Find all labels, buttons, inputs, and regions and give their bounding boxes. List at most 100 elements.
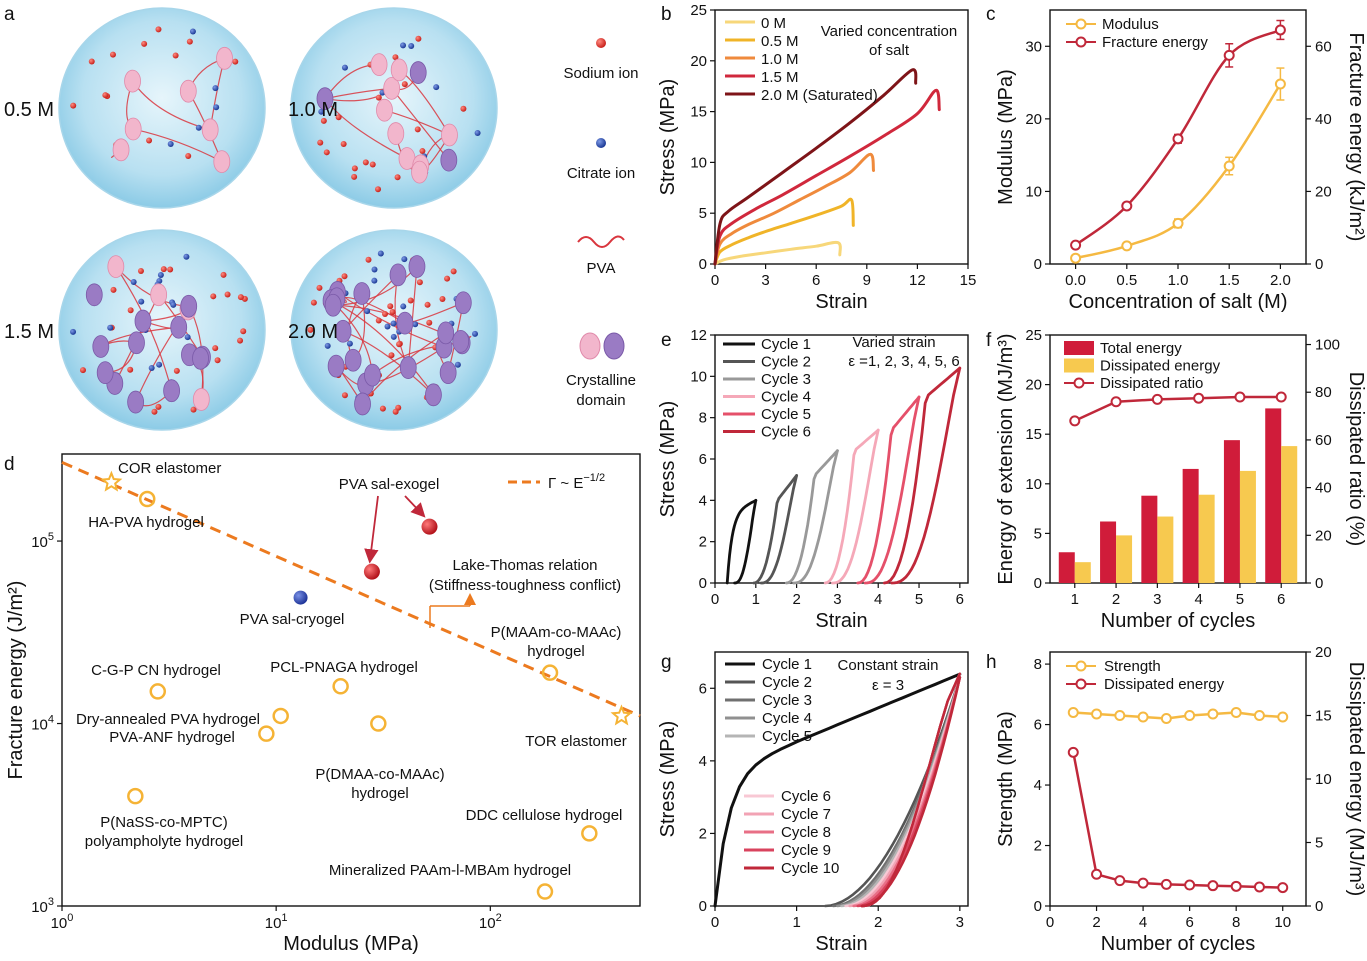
sodium-ion bbox=[416, 279, 423, 286]
y2-axis-title: Dissipated energy (MJ/m³) bbox=[1345, 662, 1367, 897]
sodium-ion bbox=[340, 140, 347, 147]
sodium-ion bbox=[141, 40, 148, 47]
data-point-exogel bbox=[363, 563, 380, 580]
crystalline-domain bbox=[192, 388, 210, 411]
data-point bbox=[1172, 217, 1184, 229]
chart-annotation: ε =1, 2, 3, 4, 5, 6 bbox=[848, 353, 959, 370]
x-tick-label: 10 bbox=[1274, 914, 1291, 931]
sodium-ion bbox=[110, 286, 117, 293]
lake-thomas-label: Lake-Thomas relation bbox=[452, 557, 597, 574]
point-label: P(DMAA-co-MAAc) bbox=[315, 766, 444, 783]
crystalline-domain bbox=[112, 138, 130, 162]
series-line-load bbox=[840, 676, 962, 908]
y2-tick-label: 20 bbox=[1315, 527, 1332, 544]
exogel-label: PVA sal-exogel bbox=[339, 476, 440, 493]
chart-annotation: Constant strain bbox=[838, 657, 939, 674]
series-line-load bbox=[882, 366, 962, 585]
point-label: COR elastomer bbox=[118, 460, 221, 477]
citrate-ion bbox=[130, 278, 137, 285]
crystalline-domain bbox=[383, 76, 401, 100]
data-point-ring bbox=[138, 490, 156, 508]
series-line-unload bbox=[733, 498, 758, 585]
legend-label: Cycle 4 bbox=[762, 710, 812, 727]
y-tick-label: 6 bbox=[1034, 717, 1042, 734]
sodium-ion bbox=[439, 295, 446, 302]
data-point bbox=[1069, 415, 1081, 427]
sodium-ion bbox=[341, 392, 348, 399]
data-point-star bbox=[610, 704, 633, 726]
crystalline-domain bbox=[411, 160, 428, 184]
crystalline-domain bbox=[201, 118, 219, 142]
x-tick-label: 8 bbox=[1232, 914, 1240, 931]
data-point bbox=[1160, 713, 1172, 725]
bar-dissipated-energy bbox=[1074, 562, 1091, 583]
crystalline-domain bbox=[344, 348, 362, 372]
crystalline-domain bbox=[389, 263, 407, 287]
crystalline-domain bbox=[334, 319, 352, 343]
crystalline-domain bbox=[216, 46, 233, 70]
data-point bbox=[1137, 711, 1149, 723]
y-tick-label: 5 bbox=[1034, 525, 1042, 542]
data-point bbox=[1160, 878, 1172, 890]
panel-letter-a: a bbox=[4, 4, 15, 25]
sodium-ion bbox=[369, 161, 376, 168]
data-point bbox=[1184, 879, 1196, 891]
crystalline-domain bbox=[364, 363, 381, 387]
cryogel-label: PVA sal-cryogel bbox=[240, 611, 345, 628]
panel-letter-f: f bbox=[986, 330, 992, 351]
sodium-ion bbox=[351, 173, 358, 180]
legend-swatch bbox=[1064, 341, 1094, 355]
crystalline-domain bbox=[440, 148, 458, 172]
legend-label: Cycle 3 bbox=[761, 371, 811, 388]
series-line-load bbox=[725, 499, 758, 585]
y-tick-label: 0 bbox=[699, 575, 707, 592]
y-tick-label-exponent: 3 bbox=[48, 896, 54, 908]
x-tick-label: 5 bbox=[1236, 591, 1244, 608]
y-axis-title: Strength (MPa) bbox=[995, 711, 1017, 847]
y2-tick-label: 15 bbox=[1315, 708, 1332, 725]
citrate-ion bbox=[341, 64, 348, 71]
bar-dissipated-energy bbox=[1239, 470, 1256, 583]
data-point bbox=[1121, 240, 1133, 252]
sodium-ion bbox=[127, 366, 134, 373]
data-point bbox=[1070, 252, 1082, 264]
data-point bbox=[1253, 710, 1265, 721]
data-point-ring bbox=[581, 825, 598, 842]
bar-dissipated-energy bbox=[1281, 446, 1298, 583]
bar-total-energy bbox=[1100, 521, 1117, 583]
point-label: PCL-PNAGA hydrogel bbox=[270, 659, 418, 676]
x-tick-label: 3 bbox=[1153, 591, 1161, 608]
data-point bbox=[1151, 393, 1163, 405]
crystalline-domain bbox=[316, 87, 334, 111]
data-point bbox=[1091, 868, 1103, 880]
legend-crystal-label: Crystalline bbox=[566, 372, 636, 389]
series-line-load bbox=[752, 474, 798, 585]
bar-dissipated-energy bbox=[1198, 494, 1215, 583]
citrate-ion bbox=[400, 303, 407, 310]
citrate-ion bbox=[212, 85, 219, 92]
sodium-ion bbox=[407, 297, 414, 304]
y2-tick-label: 40 bbox=[1315, 111, 1332, 128]
sodium-ion bbox=[212, 345, 219, 352]
data-point bbox=[1253, 881, 1265, 893]
data-point-ring bbox=[332, 678, 349, 695]
panel-letter-h: h bbox=[986, 652, 997, 673]
crystalline-domain bbox=[437, 321, 455, 345]
legend-label: Cycle 5 bbox=[761, 406, 811, 423]
crystalline-domain bbox=[390, 58, 408, 82]
citrate-ion bbox=[377, 250, 384, 257]
citrate-ion bbox=[454, 361, 461, 368]
sodium-ion bbox=[387, 303, 394, 310]
legend-citrate-label: Citrate ion bbox=[567, 165, 635, 182]
chart-annotation: ε = 3 bbox=[872, 677, 904, 694]
sodium-ion bbox=[375, 186, 382, 193]
sodium-ion bbox=[424, 301, 431, 308]
y-axis-title: Modulus (MPa) bbox=[995, 69, 1017, 205]
citrate-ion bbox=[324, 342, 331, 349]
crystalline-domain bbox=[425, 383, 442, 407]
sodium-ion bbox=[450, 268, 457, 275]
gel-sphere bbox=[58, 7, 266, 209]
crystalline-domain bbox=[376, 98, 393, 122]
citrate-ion bbox=[195, 124, 202, 131]
